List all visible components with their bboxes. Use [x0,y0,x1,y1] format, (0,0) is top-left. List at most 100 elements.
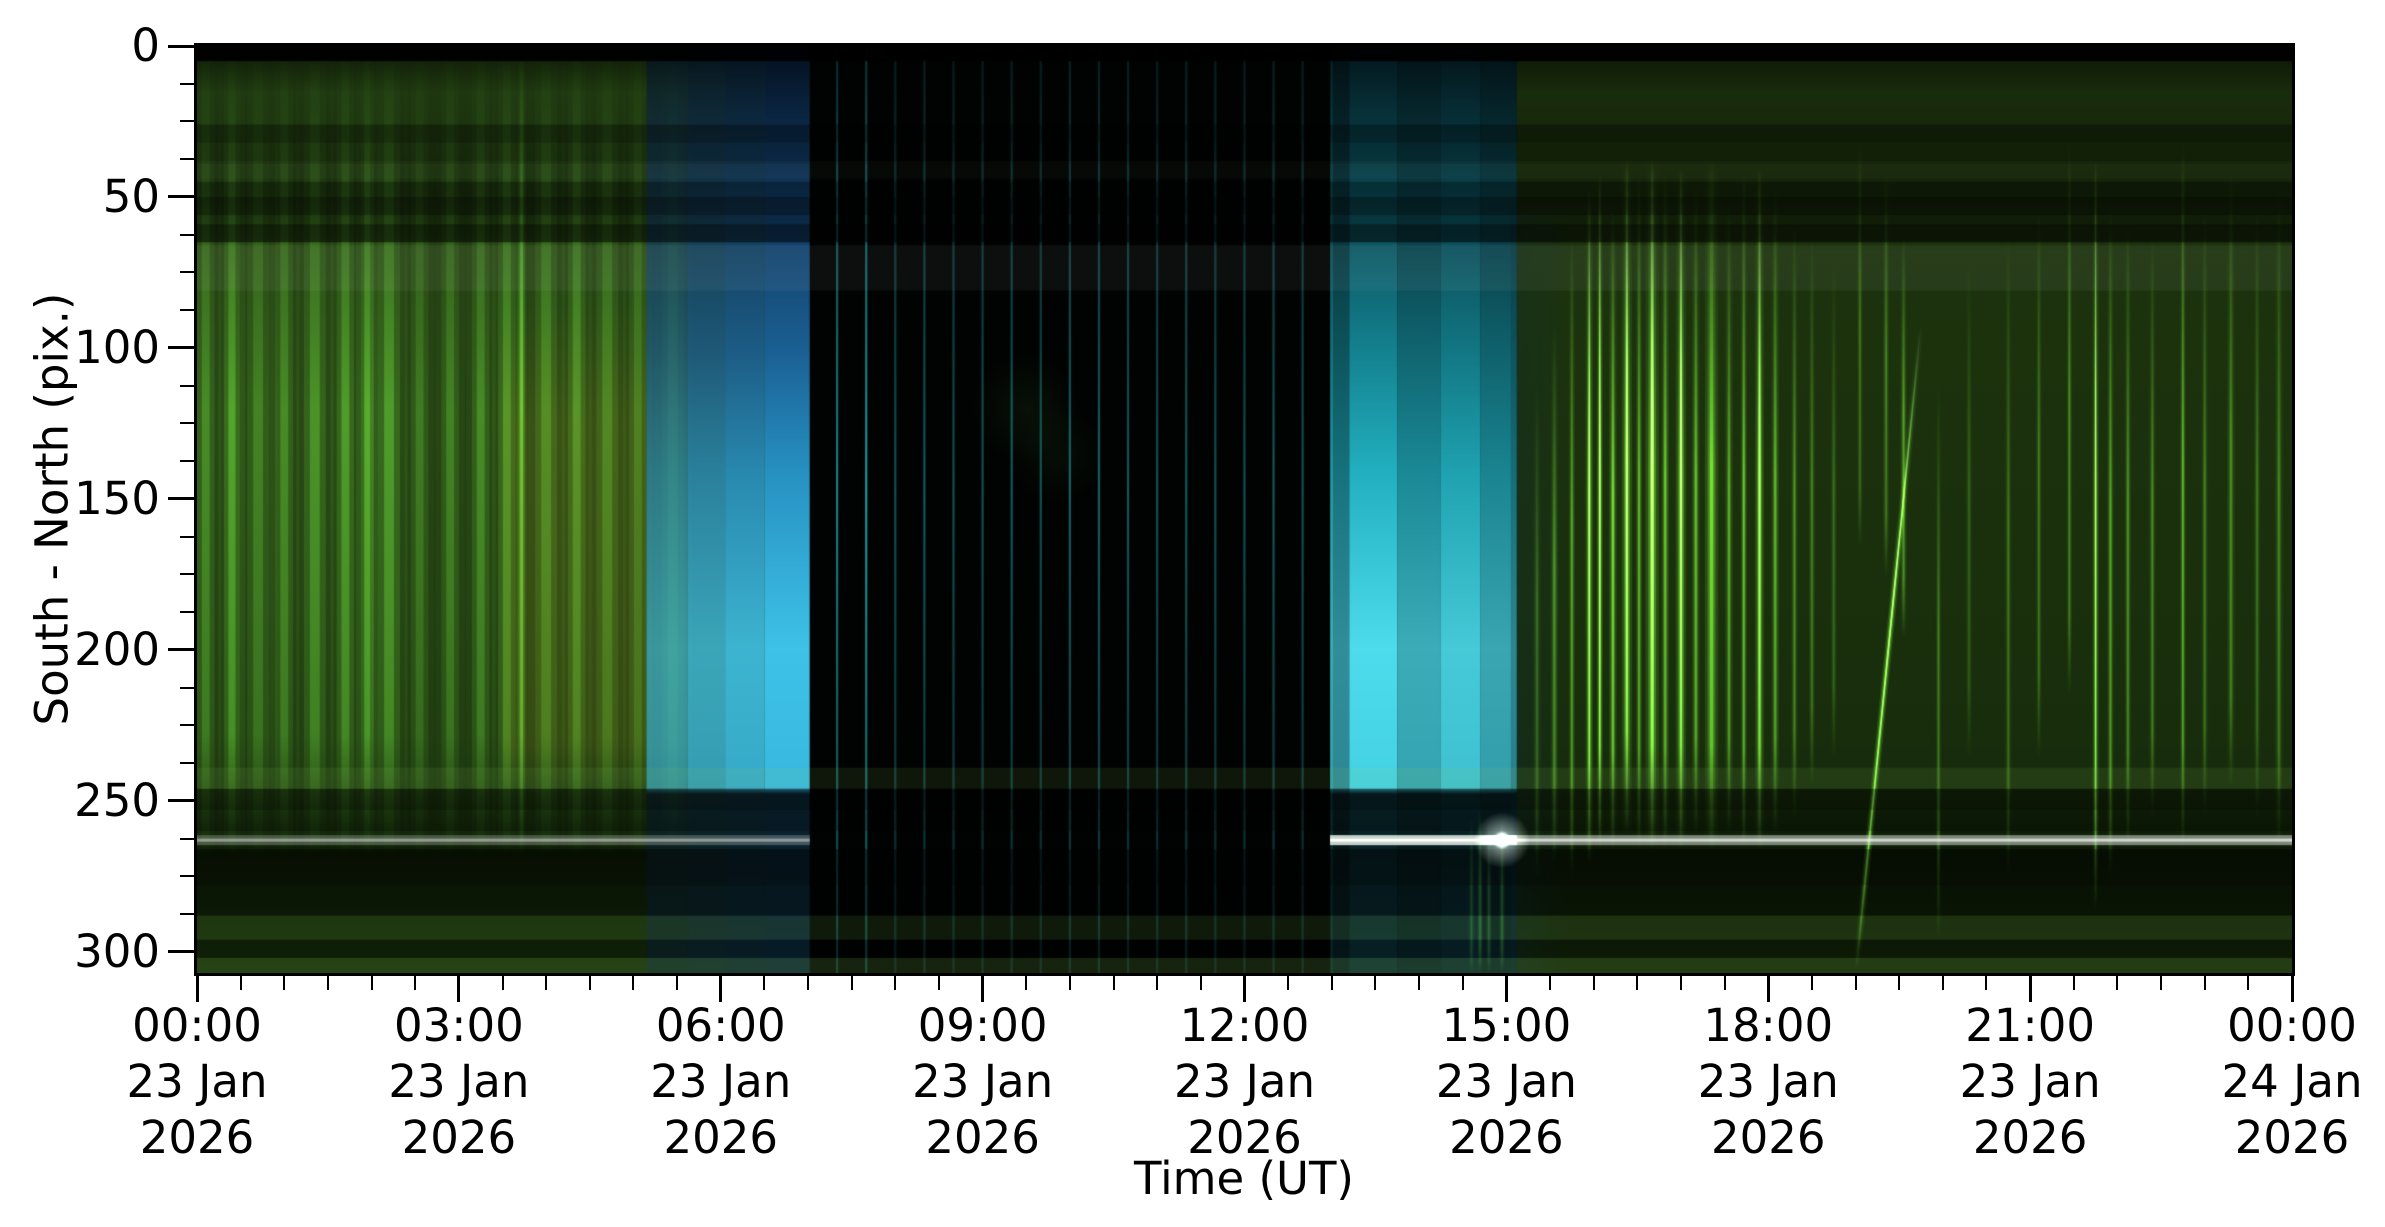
x-minor-tick [1592,976,1595,990]
y-major-tick [168,799,194,803]
x-minor-tick [1723,976,1726,990]
x-minor-tick [414,976,417,990]
x-major-tick [1766,976,1770,1002]
y-tick-label: 50 [102,169,160,223]
x-minor-tick [588,976,591,990]
x-minor-tick [1636,976,1639,990]
x-major-tick [195,976,199,1002]
y-tick-label: 200 [74,622,160,676]
y-minor-tick [180,422,194,425]
x-axis-title: Time (UT) [1134,1152,1354,1205]
x-major-tick [719,976,723,1002]
x-minor-tick [1374,976,1377,990]
x-tick-label-date: 23 Jan [1435,1055,1577,1108]
x-minor-tick [894,976,897,990]
x-minor-tick [2203,976,2206,990]
x-minor-tick [545,976,548,990]
x-tick-label: 03:00 23 Jan 2026 [319,998,599,1166]
y-minor-tick [180,875,194,878]
y-minor-tick [180,611,194,614]
x-tick-label-date: 23 Jan [1697,1055,1839,1108]
y-tick-label: 0 [131,19,160,72]
y-major-tick [168,497,194,501]
x-tick-label-date: 23 Jan [650,1055,792,1108]
x-minor-tick [937,976,940,990]
x-minor-tick [283,976,286,990]
x-tick-label: 09:00 23 Jan 2026 [843,998,1123,1166]
x-minor-tick [1068,976,1071,990]
x-tick-label: 21:00 23 Jan 2026 [1890,998,2170,1166]
x-minor-tick [1854,976,1857,990]
y-tick-label: 100 [74,320,160,374]
x-minor-tick [1549,976,1552,990]
x-tick-label: 00:00 23 Jan 2026 [57,998,337,1166]
x-major-tick [981,976,985,1002]
x-minor-tick [1330,976,1333,990]
x-minor-tick [239,976,242,990]
x-tick-label: 00:00 24 Jan 2026 [2152,998,2385,1166]
x-tick-label: 12:00 23 Jan 2026 [1105,998,1385,1166]
x-tick-label-time: 12:00 [1179,999,1310,1052]
y-major-tick [168,44,194,48]
y-minor-tick [180,233,194,236]
y-major-tick [168,950,194,954]
x-tick-label-date: 23 Jan [1174,1055,1315,1108]
y-minor-tick [180,762,194,765]
x-minor-tick [1156,976,1159,990]
x-tick-label-date: 23 Jan [126,1055,268,1108]
x-tick-label-time: 00:00 [132,999,262,1052]
y-minor-tick [180,271,194,274]
x-tick-label-year: 2026 [663,1111,779,1164]
x-tick-label-year: 2026 [2234,1111,2350,1164]
x-tick-label-year: 2026 [1710,1111,1826,1164]
x-tick-label-time: 09:00 [917,999,1048,1052]
y-minor-tick [180,535,194,538]
x-minor-tick [1985,976,1988,990]
x-tick-label-year: 2026 [401,1111,517,1164]
x-tick-label-time: 06:00 [655,999,786,1052]
y-tick-label: 300 [74,924,160,978]
y-minor-tick [180,82,194,85]
x-minor-tick [501,976,504,990]
x-tick-label-year: 2026 [1187,1111,1302,1164]
x-major-tick [2028,976,2032,1002]
y-minor-tick [180,837,194,840]
x-minor-tick [326,976,329,990]
y-tick-label: 250 [74,773,160,827]
x-minor-tick [2072,976,2075,990]
x-minor-tick [1810,976,1813,990]
y-minor-tick [180,686,194,689]
y-minor-tick [180,724,194,727]
y-minor-tick [180,158,194,161]
x-minor-tick [763,976,766,990]
x-tick-label-year: 2026 [1972,1111,2088,1164]
x-minor-tick [1461,976,1464,990]
y-major-tick [168,648,194,652]
plot-area [194,43,2295,976]
x-minor-tick [632,976,635,990]
x-tick-label-time: 21:00 [1965,999,2095,1052]
x-minor-tick [1679,976,1682,990]
y-minor-tick [180,120,194,123]
y-minor-tick [180,460,194,463]
y-major-tick [168,346,194,350]
x-minor-tick [2247,976,2250,990]
x-tick-label-time: 03:00 [394,999,524,1052]
x-minor-tick [1287,976,1290,990]
x-major-tick [457,976,461,1002]
x-minor-tick [1941,976,1944,990]
x-minor-tick [850,976,853,990]
x-minor-tick [676,976,679,990]
x-tick-label-time: 00:00 [2227,999,2357,1052]
x-tick-label-year: 2026 [1449,1111,1564,1164]
y-minor-tick [180,384,194,387]
y-minor-tick [180,573,194,576]
x-tick-label-date: 23 Jan [388,1055,530,1108]
x-major-tick [1504,976,1508,1002]
x-tick-label-year: 2026 [925,1111,1040,1164]
y-major-tick [168,195,194,199]
x-minor-tick [1199,976,1202,990]
x-minor-tick [2160,976,2163,990]
y-minor-tick [180,309,194,312]
